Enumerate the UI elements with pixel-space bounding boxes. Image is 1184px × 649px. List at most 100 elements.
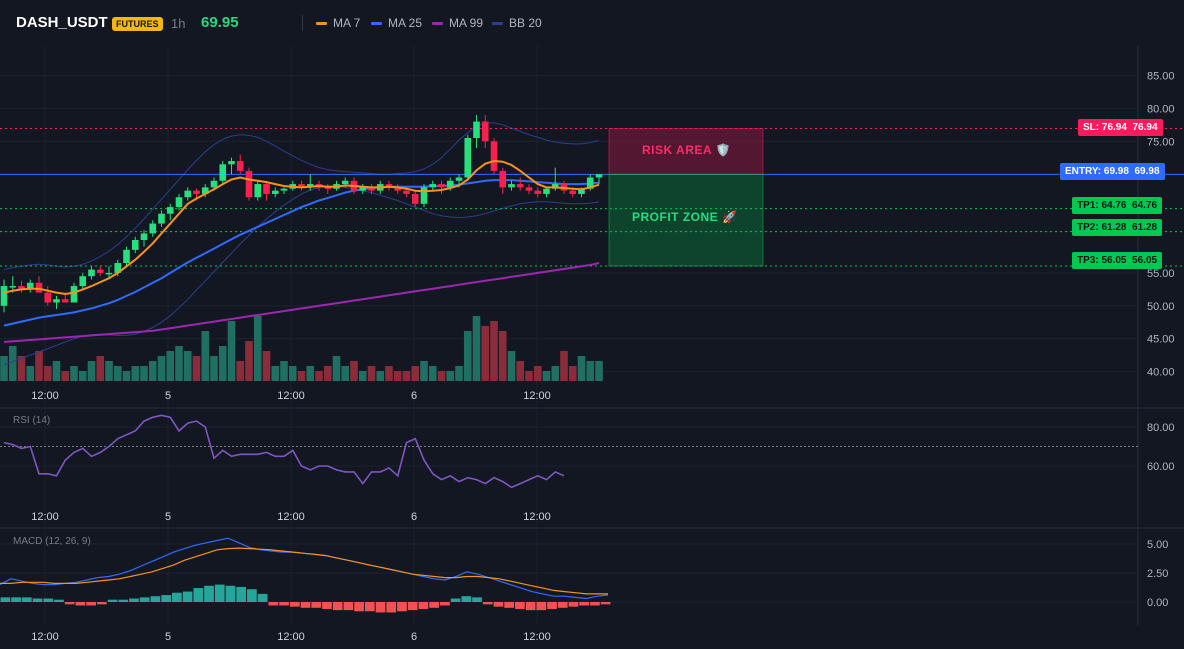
macd-pane-title: MACD (12, 26, 9) [13, 536, 91, 547]
volume-bar [175, 346, 183, 381]
volume-bar [446, 371, 455, 381]
macd-hist-bar [225, 585, 236, 602]
volume-bar [568, 366, 577, 381]
volume-bar [341, 366, 350, 381]
main-y-tick-3: 55.00 [1147, 268, 1175, 280]
tp3-tag[interactable]: TP3: 56.05 56.05 [1072, 252, 1163, 269]
macd-hist-bar [139, 597, 150, 602]
tp1-tag[interactable]: TP1: 64.76 64.76 [1072, 197, 1163, 214]
candle-body [525, 187, 533, 191]
macd-hist-bar [461, 596, 472, 602]
macd-x-tick-4: 12:00 [523, 631, 551, 643]
legend-ma25[interactable]: MA 25 [371, 16, 422, 30]
volume-bar [428, 366, 437, 381]
legend-ma7[interactable]: MA 7 [316, 16, 360, 30]
candle-body [446, 180, 454, 188]
candle-body [158, 213, 165, 224]
macd-hist-bar [64, 602, 75, 605]
volume-bar [17, 356, 26, 381]
macd-hist-bar [343, 602, 354, 611]
last-price: 69.95 [201, 14, 239, 31]
legend-bb20[interactable]: BB 20 [492, 16, 542, 30]
candle-body [201, 187, 209, 194]
rsi-x-tick-1: 5 [165, 511, 171, 523]
volume-bar [350, 361, 358, 381]
symbol-name[interactable]: DASH_USDT [16, 14, 108, 31]
candle-body [245, 170, 253, 198]
volume-bar [542, 371, 551, 381]
macd-x-tick-2: 12:00 [277, 631, 305, 643]
legend-ma99[interactable]: MA 99 [432, 16, 483, 30]
candle-body [79, 276, 87, 287]
volume-bar [271, 366, 280, 381]
volume-bar [297, 371, 306, 381]
macd-hist-bar [407, 602, 418, 611]
candle-body [429, 184, 437, 188]
rsi-x-tick-3: 6 [411, 511, 417, 523]
entry-tag-value: 69.98 [1134, 166, 1160, 177]
candle-body [490, 141, 498, 171]
macd-hist-bar [493, 602, 504, 607]
macd-hist-bar [236, 586, 247, 602]
volume-bar [122, 371, 131, 381]
candle-body [18, 286, 25, 290]
ma7-line [3, 159, 600, 296]
candle-body [341, 180, 349, 185]
macd-hist-bar [557, 602, 568, 608]
entry-tag-label: ENTRY: 69.98 [1065, 166, 1129, 177]
macd-hist-bar [11, 597, 21, 602]
rsi-x-tick-0: 12:00 [31, 511, 59, 523]
entry-tag[interactable]: ENTRY: 69.98 69.98 [1060, 163, 1165, 180]
candle-body [175, 197, 183, 208]
timeframe-label[interactable]: 1h [171, 16, 186, 31]
candle-body [586, 177, 594, 189]
legend-ma99-label: MA 99 [449, 16, 484, 30]
candle-body [394, 187, 402, 191]
candle-body [455, 177, 463, 181]
tp3-tag-value: 56.05 [1132, 255, 1158, 266]
volume-bar [96, 356, 105, 381]
macd-y-tick-2: 0.00 [1147, 597, 1168, 609]
macd-hist-bar [300, 602, 311, 608]
macd-y-tick-0: 5.00 [1147, 539, 1168, 551]
volume-bar [262, 351, 271, 381]
sl-tag[interactable]: SL: 76.94 76.94 [1078, 119, 1163, 136]
tp2-tag[interactable]: TP2: 61.28 61.28 [1072, 219, 1163, 236]
risk-area-label: RISK AREA 🛡️ [642, 143, 731, 157]
candle-body [359, 187, 367, 191]
candle-body [411, 193, 419, 204]
macd-hist-bar [214, 584, 225, 602]
macd-hist-bar [279, 602, 289, 606]
macd-hist-bar [289, 602, 300, 607]
macd-hist-bar [161, 595, 172, 602]
volume-bar [201, 331, 210, 381]
volume-bar [8, 346, 17, 381]
legend-ma25-label: MA 25 [388, 16, 423, 30]
candle-body [473, 121, 480, 139]
macd-hist-bar [354, 602, 364, 612]
candle-body [219, 164, 227, 181]
volume-bar [577, 356, 586, 381]
volume-bar [437, 371, 446, 381]
volume-bar [210, 356, 218, 381]
volume-bar [516, 361, 525, 381]
volume-bar [385, 366, 393, 381]
macd-x-tick-0: 12:00 [31, 631, 59, 643]
candle-body [228, 161, 235, 165]
main-x-tick-3: 6 [411, 390, 417, 402]
candle-body [595, 174, 603, 178]
candle-body [569, 190, 577, 194]
volume-bar [288, 366, 297, 381]
macd-hist-bar [450, 598, 461, 602]
candle-body [263, 184, 270, 194]
volume-bar [551, 366, 560, 381]
rsi-y-tick-1: 60.00 [1147, 461, 1175, 473]
macd-hist-bar [257, 593, 268, 602]
candle-body [53, 299, 60, 303]
candle-body [534, 190, 542, 194]
ma7-swatch [316, 21, 327, 25]
volume-bar [595, 361, 603, 381]
header-divider [302, 15, 303, 31]
macd-hist-bar [579, 602, 590, 606]
